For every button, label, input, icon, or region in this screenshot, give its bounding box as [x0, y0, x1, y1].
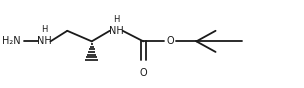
- Text: H₂N: H₂N: [2, 36, 21, 46]
- Text: O: O: [166, 36, 174, 46]
- Text: NH: NH: [36, 36, 51, 46]
- Text: NH: NH: [109, 26, 124, 36]
- Text: O: O: [140, 68, 147, 78]
- Text: H: H: [113, 15, 119, 24]
- Text: H: H: [41, 25, 47, 34]
